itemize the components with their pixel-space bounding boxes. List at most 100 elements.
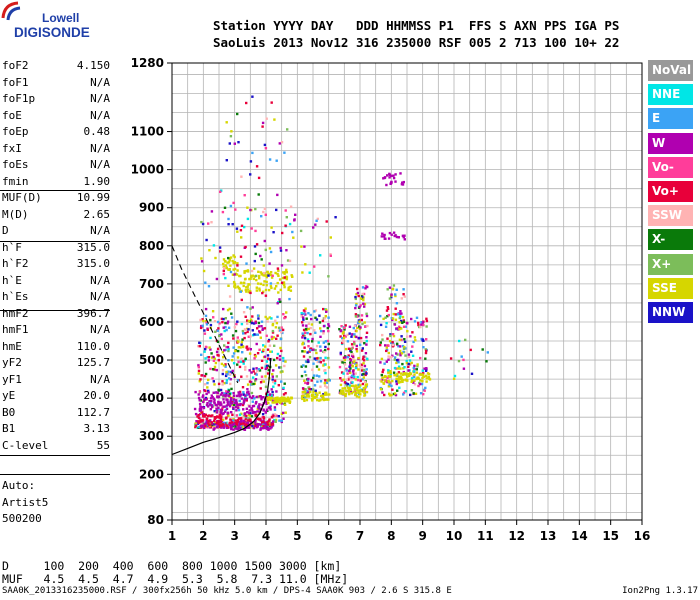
param-row: hmF1 N/A [2,322,110,339]
echo-point [239,290,242,293]
echo-point [267,396,271,399]
echo-point [240,397,244,400]
echo-point [392,231,396,234]
echo-point [253,245,257,248]
echo-point [311,340,314,343]
echo-point [270,276,274,279]
echo-point [249,173,252,176]
echo-point [307,345,310,348]
echo-point [213,427,216,430]
echo-point [199,420,202,423]
echo-point [417,323,420,327]
echo-point [236,320,239,323]
echo-point [392,334,396,338]
echo-point [316,360,319,364]
echo-point [300,312,303,315]
echo-point [302,394,305,397]
param-value: N/A [90,290,110,303]
echo-point [283,398,286,402]
echo-point [232,362,236,365]
echo-point [415,371,419,374]
x-tick-label: 9 [418,529,426,543]
echo-point [469,348,472,352]
echo-point [316,380,319,383]
echo-point [411,375,414,378]
echo-point [212,244,216,247]
echo-point [364,325,367,328]
echo-point [237,408,241,412]
echo-point [392,174,395,177]
echo-point [389,182,392,185]
echo-point [284,360,287,363]
echo-point [228,405,232,408]
electron-density-profile [171,358,272,456]
echo-point [362,391,366,394]
echo-point [352,372,355,375]
echo-point [309,326,312,330]
echo-point [281,231,284,235]
echo-point [264,288,268,292]
echo-point [393,366,397,370]
echo-point [404,325,407,328]
echo-point [325,220,328,223]
echo-point [276,352,280,356]
echo-point [307,377,310,381]
echo-point [207,405,210,408]
echo-point [209,323,213,327]
echo-point [319,329,323,333]
echo-point [223,405,226,408]
echo-point [307,393,310,396]
echo-point [419,392,423,395]
echo-point [326,326,329,330]
echo-point [267,288,271,292]
echo-point [399,172,402,175]
echo-point [420,382,424,386]
echo-point [307,327,310,331]
echo-point [400,297,403,300]
echo-point [240,375,243,378]
echo-point [300,365,303,368]
echo-point [246,306,249,309]
auto-version: 500200 [2,512,42,525]
echo-point [205,238,208,242]
echo-point [253,397,256,400]
echo-point [388,394,392,397]
echo-point [269,250,273,254]
echo-point [226,261,229,264]
echo-point [234,349,237,353]
echo-point [226,308,230,312]
echo-point [238,395,241,398]
echo-point [234,427,238,430]
echo-point [391,287,395,291]
echo-point [283,151,286,154]
echo-point [389,356,392,359]
echo-point [254,421,257,424]
echo-point [314,316,317,319]
echo-point [301,397,304,401]
echo-point [404,347,407,350]
echo-point [275,285,278,288]
echo-point [314,331,317,334]
echo-point [360,366,364,369]
echo-point [261,413,265,416]
echo-point [244,288,247,292]
echo-point [392,392,395,396]
echo-point [215,368,218,372]
echo-point [390,174,393,178]
echo-point [225,328,228,332]
echo-point [247,319,251,323]
echo-point [407,369,410,372]
echo-point [406,379,409,382]
echo-point [231,423,235,426]
echo-point [419,379,422,382]
echo-point [241,416,244,419]
echo-point [339,351,342,355]
echo-point [366,324,369,328]
echo-point [354,378,357,381]
echo-point [214,403,217,407]
echo-point [196,415,199,418]
echo-point [389,371,392,375]
echo-point [251,400,254,403]
echo-point [338,389,342,392]
echo-point [260,403,263,406]
